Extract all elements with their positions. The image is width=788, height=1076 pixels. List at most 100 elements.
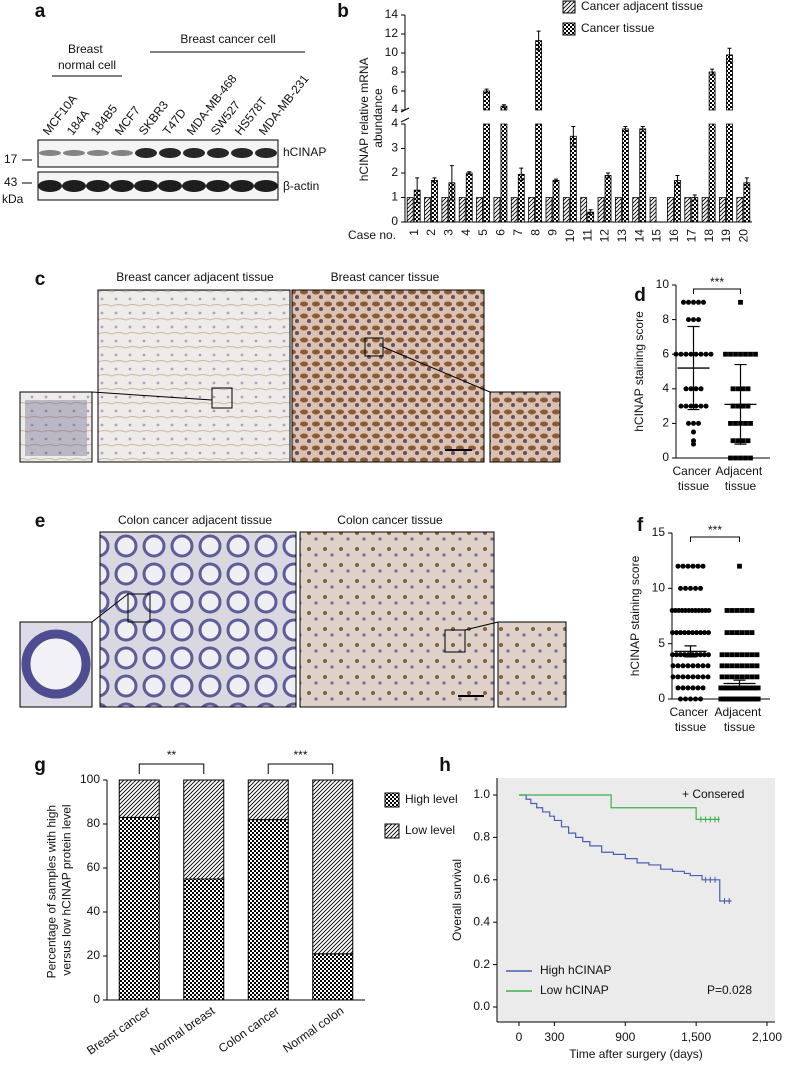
data-point [698,696,703,702]
data-point [735,438,741,444]
x-tick-label: 17 [684,229,698,243]
y-tick-label: 0.6 [473,872,490,886]
x-tick-label: 14 [632,229,646,243]
x-tick-label: 9 [546,229,560,236]
bar-segment [312,953,354,1001]
x-tick-label: 15 [650,229,664,243]
x-tick-label: 2 [424,229,438,236]
data-point [730,386,736,392]
data-point [698,630,703,636]
plot-background [497,778,775,1022]
data-point [740,403,746,409]
data-point [755,685,761,691]
data-point [700,663,706,669]
error-bar [710,68,715,76]
data-point [686,299,691,305]
data-point [755,696,761,702]
x-tick-label: 13 [615,229,629,243]
data-point [701,299,706,305]
data-point [693,585,698,591]
bar [736,197,744,223]
y-axis-label: Percentage of samples with high versus l… [45,802,74,979]
bar [614,197,622,223]
bar [500,105,508,223]
data-point [670,663,676,669]
data-point [702,652,707,658]
data-point [670,652,675,658]
data-point [734,630,740,635]
data-point [729,630,735,635]
x-tick-label: Cancer tissue [669,705,711,734]
data-point [724,652,730,658]
zoom-box [127,593,151,623]
legend-label: Low level [405,823,455,837]
data-point [688,386,694,392]
band [62,180,86,192]
data-point [690,685,696,691]
error-bar [484,88,489,94]
data-point [739,608,745,613]
data-point [726,685,732,691]
legend-swatch [384,792,400,808]
data-point [731,696,737,702]
image-label: Colon cancer adjacent tissue [118,513,272,527]
data-point [745,696,750,702]
band [39,150,61,156]
data-point [700,674,706,680]
data-point [747,696,753,702]
error-bar [733,679,746,688]
y-tick-label: 1 [391,190,398,204]
data-point [745,386,751,392]
data-point [718,696,724,702]
data-point [748,351,753,357]
x-axis-label: Case no. [348,228,396,242]
data-point [733,455,738,461]
error-bar [734,363,747,445]
band [255,148,277,158]
legend-label: Low hCINAP [540,983,609,997]
data-point [728,351,733,357]
y-tick-label: 12 [385,26,399,40]
bar-segment [247,819,289,1001]
bar [701,197,709,223]
data-point [698,652,703,658]
error-bar [606,172,611,179]
band [183,148,205,158]
band [38,180,62,192]
error-bar [623,125,628,132]
data-point [733,421,738,426]
error-bar [449,165,454,201]
data-point [740,386,746,392]
data-point [753,351,758,357]
group-label: Breast cancer cell [180,32,275,46]
data-point [734,652,740,658]
data-point [686,420,691,426]
survival-curve [519,794,732,902]
data-point [678,652,683,658]
significance-label: ** [167,748,177,762]
data-point [683,351,689,357]
data-point [723,685,729,691]
error-bar [553,178,558,183]
data-point [683,585,688,591]
data-point [737,696,742,702]
y-axis-label: Overall survival [450,859,464,941]
data-point [719,674,725,680]
y-tick-label: 100 [80,772,100,786]
data-point [674,630,679,636]
panel-label: b [337,1,349,22]
data-point [719,652,725,658]
y-tick-label: 40 [87,904,101,918]
x-tick-label: Adjacent tissue [715,464,765,493]
bar [569,135,577,223]
bar-segment [247,779,289,821]
data-point [754,652,760,658]
data-point [678,403,684,409]
x-tick-label: 2,100 [752,1030,782,1044]
y-tick-label: 0.4 [473,914,490,928]
zoom-line [382,346,491,393]
data-point [729,685,734,691]
y-tick-label: 60 [87,860,101,874]
